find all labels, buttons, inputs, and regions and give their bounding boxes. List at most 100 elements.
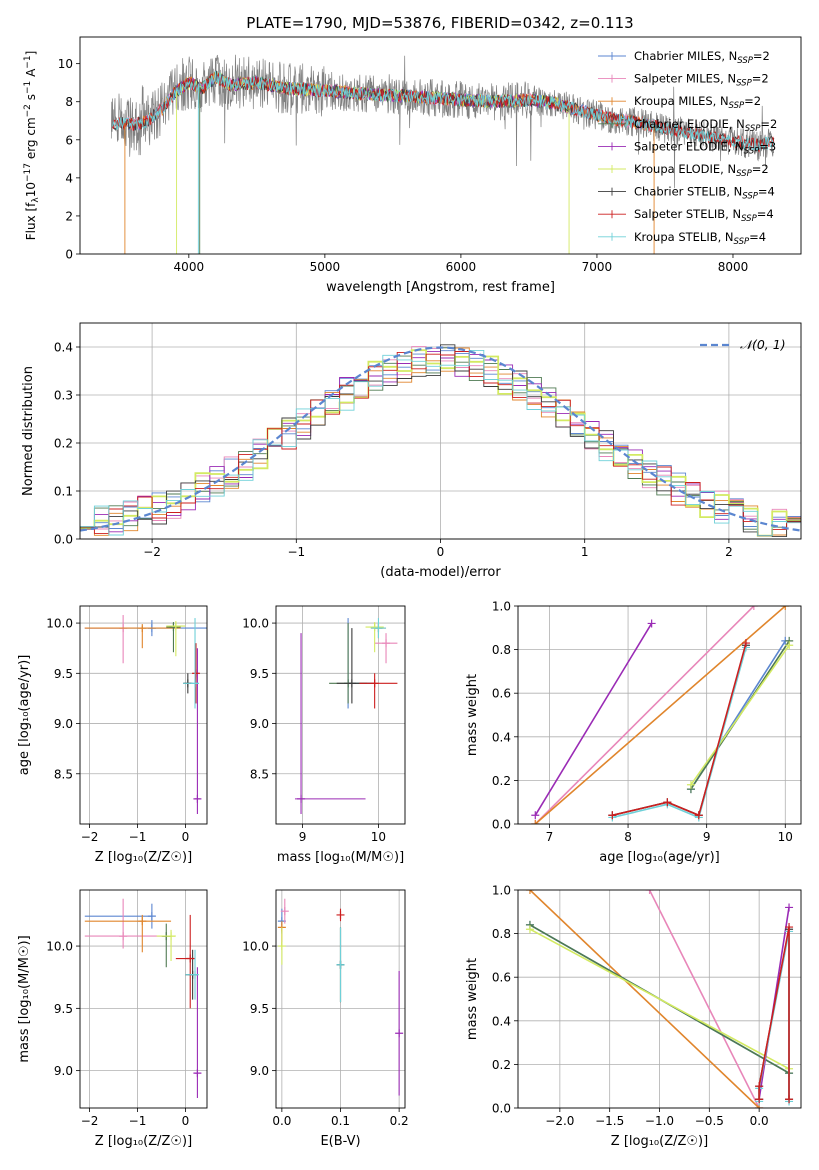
x-tick-label: 4000 (174, 260, 205, 274)
x-tick-label: −1 (129, 830, 147, 844)
y-label-part: −2 (23, 104, 33, 117)
y-tick-label: 1.0 (492, 884, 511, 898)
axes-frame (517, 889, 802, 1109)
x-axis-label: Z [log₁₀(Z/Z☉)] (611, 1134, 708, 1149)
y-tick-label: 9.0 (250, 717, 269, 731)
panel-mass_vs_Z: −2 −1 0 9.0 9.5 10.0 Z [log₁₀(Z/Z☉)] mass [log₁… (17, 889, 208, 1149)
series-line-chabrier-stelib (612, 644, 747, 817)
series-line-salpeter-stelib (612, 642, 747, 817)
x-tick-label: 1 (581, 545, 589, 559)
legend-label-text: Chabrier MILES, N (634, 49, 737, 63)
x-tick-label: 6000 (446, 260, 477, 274)
point-kroupa-elodie (277, 942, 286, 951)
y-tick-label: 0.0 (492, 1102, 511, 1116)
plot-area (531, 606, 794, 824)
x-axis-label: age [log₁₀(age/yr)] (599, 850, 720, 865)
series-marker-salpeter-miles (749, 606, 758, 610)
y-tick-label: 10 (58, 57, 73, 71)
y-label-part: A (24, 68, 38, 81)
x-tick-label: −2 (81, 830, 99, 844)
y-label-part: −1 (23, 81, 33, 94)
y-tick-label: 8 (65, 95, 73, 109)
x-tick-label: 2 (725, 545, 733, 559)
legend-label-normal: 𝒩(0, 1) (740, 337, 786, 352)
y-tick-label: 0.4 (492, 730, 511, 744)
series-line-kroupa-stelib (612, 647, 747, 819)
y-label-part: erg cm (24, 117, 38, 163)
legend-label-salpeter-stelib: Salpeter STELIB, NSSP=4 (634, 207, 774, 224)
point-kroupa-stelib (374, 624, 383, 633)
x-axis-label: E(B-V) (320, 1134, 360, 1149)
legend-label-suffix: =4 (757, 207, 774, 221)
y-tick-label: 0.6 (492, 971, 511, 985)
x-tick-label: 0 (182, 830, 190, 844)
y-tick-label: 9.0 (54, 717, 73, 731)
y-tick-label: 0.4 (492, 1014, 511, 1028)
panel-weight_vs_Z: −2.0 −1.5 −1.0 −0.5 0.0 0.0 0.2 0.4 0.6 0.8 1.0 Z [… (465, 884, 802, 1149)
legend-label-text: Salpeter MILES, N (634, 72, 736, 86)
series-marker-kroupa-elodie (686, 780, 695, 789)
legend-label-suffix: =2 (753, 49, 770, 63)
x-tick-label: −2.0 (545, 1114, 574, 1128)
y-axis-label: mass [log₁₀(M/M☉)] (17, 935, 32, 1062)
legend-label-suffix: =2 (752, 162, 769, 176)
legend-label-subscript: SSP (744, 146, 760, 156)
legend-label-subscript: SSP (745, 124, 761, 134)
legend-label-suffix: =2 (760, 117, 777, 131)
axes-frame (517, 605, 802, 825)
point-salpeter-miles (280, 907, 289, 916)
y-tick-label: 10.0 (46, 940, 73, 954)
y-tick-label: 8.5 (250, 767, 269, 781)
legend-label-text: Salpeter STELIB, N (634, 207, 741, 221)
y-axis-label: mass weight (465, 674, 480, 756)
x-tick-label: −1.0 (645, 1114, 674, 1128)
legend-label-subscript: SSP (734, 237, 750, 247)
legend-label-chabrier-elodie: Chabrier ELODIE, NSSP=2 (634, 117, 777, 134)
y-tick-label: 9.5 (250, 1002, 269, 1016)
legend-label-salpeter-elodie: Salpeter ELODIE, NSSP=3 (634, 139, 776, 156)
legend-label-text: Chabrier ELODIE, N (634, 117, 745, 131)
series-line-kroupa-elodie (529, 928, 790, 1070)
legend-label-text: Kroupa MILES, N (634, 94, 729, 108)
point-salpeter-elodie (193, 1069, 202, 1078)
x-axis-label: mass [log₁₀(M/M☉)] (277, 850, 404, 865)
figure-title: PLATE=1790, MJD=53876, FIBERID=0342, z=0… (246, 14, 633, 32)
point-salpeter-stelib (191, 669, 200, 678)
point-kroupa-elodie (370, 623, 379, 632)
panel-weight_vs_age: 7 8 9 10 0.0 0.2 0.4 0.6 0.8 1.0 age [log₁₀(age/yr… (465, 600, 802, 865)
series-marker-salpeter-stelib (694, 811, 703, 820)
x-axis-label: (data-model)/error (380, 565, 501, 580)
series-line-salpeter-miles (648, 890, 760, 1108)
y-tick-label: 0.2 (492, 1058, 511, 1072)
y-tick-label: 0.0 (492, 818, 511, 832)
point-kroupa-stelib (336, 960, 345, 969)
legend-label-suffix: =2 (744, 94, 761, 108)
y-axis-label: Flux [fλ10−17 erg cm−2 s−1 A−1] (23, 51, 41, 241)
y-tick-label: 8.5 (54, 767, 73, 781)
legend-label-kroupa-stelib: Kroupa STELIB, NSSP=4 (634, 230, 766, 247)
y-tick-label: 10.0 (242, 617, 269, 631)
series-line-kroupa-stelib (758, 931, 790, 1102)
series-line-salpeter-miles (534, 606, 755, 824)
y-tick-label: 9.5 (54, 667, 73, 681)
x-tick-label: 7000 (582, 260, 613, 274)
legend-label-text: Salpeter ELODIE, N (634, 139, 744, 153)
y-tick-label: 0.2 (54, 437, 73, 451)
series-line-kroupa-miles (534, 606, 786, 824)
y-tick-label: 0.0 (54, 533, 73, 547)
y-tick-label: 9.0 (250, 1064, 269, 1078)
x-tick-label: 9 (703, 830, 711, 844)
legend-label-suffix: =4 (749, 230, 766, 244)
plot-area (84, 615, 207, 814)
legend-label-subscript: SSP (742, 192, 758, 202)
x-tick-label: −1 (129, 1114, 147, 1128)
y-label-part: 10 (24, 182, 38, 197)
normal-curve (80, 346, 801, 532)
series-marker-salpeter-stelib (755, 1095, 764, 1104)
plot-area (525, 890, 794, 1108)
y-tick-label: 0.8 (492, 927, 511, 941)
y-label-part: ] (24, 51, 38, 56)
y-label-part: s (24, 94, 38, 104)
point-salpeter-elodie (297, 794, 306, 803)
axes-frame (79, 605, 208, 825)
